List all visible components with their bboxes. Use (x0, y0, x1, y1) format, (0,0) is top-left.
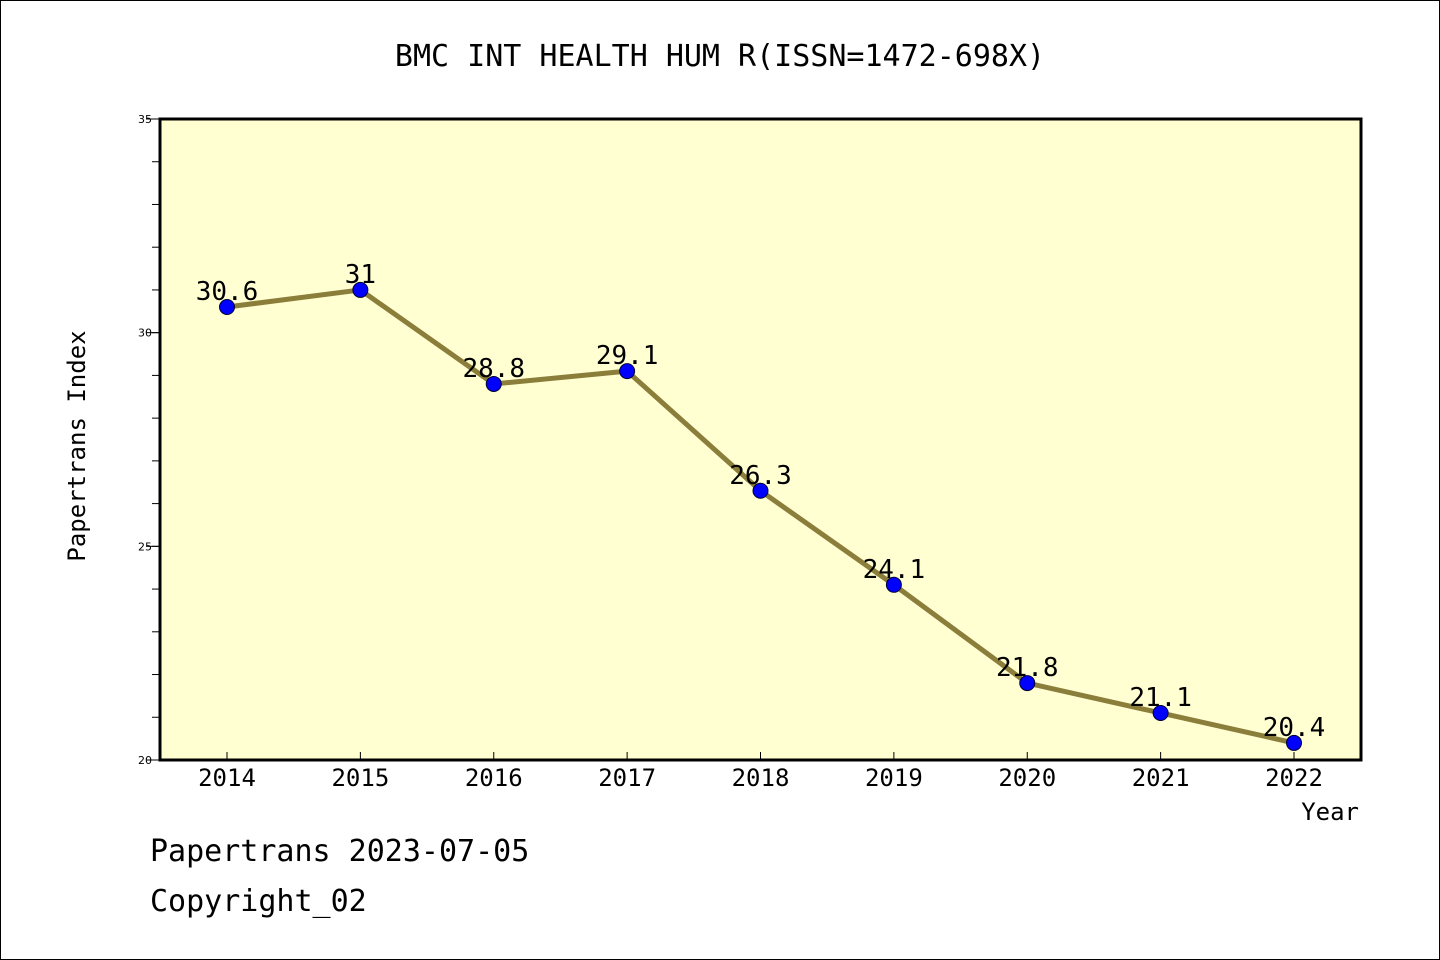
footer-copyright: Copyright_02 (150, 884, 367, 919)
data-label: 30.6 (196, 277, 259, 307)
chart-title: BMC INT HEALTH HUM R(ISSN=1472-698X) (395, 39, 1045, 74)
plot-area (158, 117, 1363, 762)
data-label: 29.1 (596, 341, 659, 371)
y-tick-label: 30 (138, 327, 152, 340)
data-point (485, 375, 502, 392)
y-tick-label: 25 (138, 540, 152, 553)
data-label: 21.8 (996, 653, 1059, 683)
x-tick-label: 2021 (1132, 764, 1190, 792)
data-point (1152, 704, 1169, 721)
y-tick-label: 20 (138, 754, 152, 767)
series-layer: 30.6 31 28.8 29.1 26.3 24.1 21.8 21.1 20.4 (196, 260, 1326, 751)
data-point (619, 363, 636, 380)
data-label: 21.1 (1129, 683, 1192, 713)
x-tick-label: 2019 (865, 764, 923, 792)
x-tick-label: 2014 (198, 764, 256, 792)
x-tick-label: 2020 (998, 764, 1056, 792)
data-point (352, 281, 369, 298)
data-point (1286, 734, 1302, 751)
data-label: 31 (345, 260, 376, 290)
x-tick-label: 2017 (598, 764, 656, 792)
y-tick-label: 35 (138, 113, 152, 126)
y-axis-label: Papertrans Index (63, 330, 91, 561)
x-tick-label: 2022 (1265, 764, 1323, 792)
x-axis-label: Year (1301, 798, 1359, 826)
footer-date: Papertrans 2023-07-05 (150, 834, 530, 869)
data-point (1019, 675, 1036, 692)
data-point (752, 482, 769, 499)
x-axis: 2014 2015 2016 2017 2018 2019 2020 2021 2022 (198, 752, 1323, 792)
data-point (885, 576, 902, 593)
y-axis: 20 25 30 35 (138, 113, 160, 767)
x-tick-label: 2016 (465, 764, 523, 792)
data-point (219, 299, 235, 316)
data-label: 24.1 (863, 555, 926, 585)
x-tick-label: 2015 (331, 764, 389, 792)
data-label: 28.8 (462, 354, 525, 384)
data-label: 26.3 (729, 461, 792, 491)
data-label: 20.4 (1263, 713, 1326, 743)
x-tick-label: 2018 (732, 764, 790, 792)
